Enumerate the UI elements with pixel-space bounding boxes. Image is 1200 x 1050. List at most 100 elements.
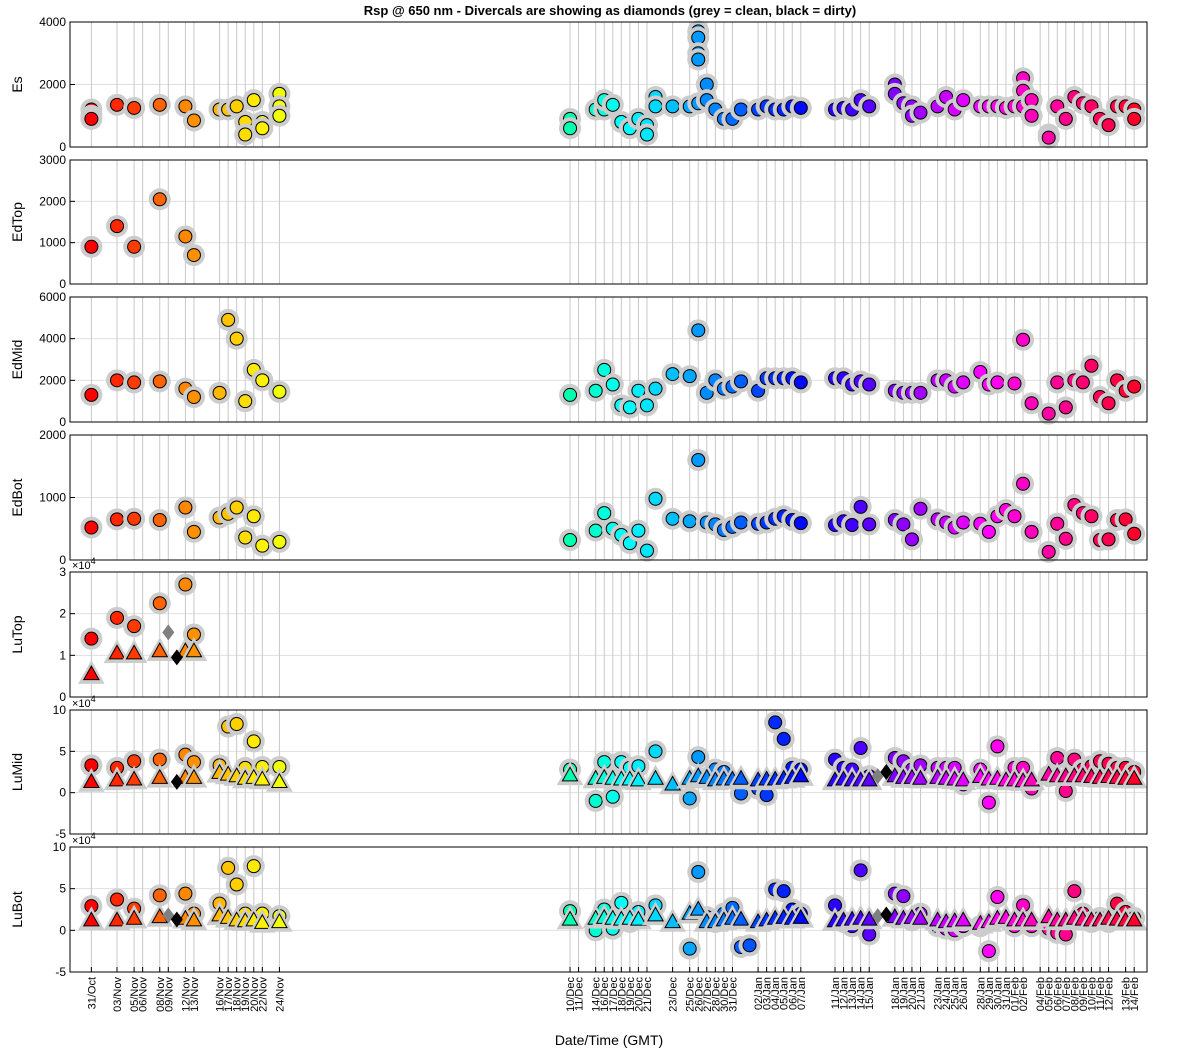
x-tick-label: 01/Feb — [1010, 977, 1022, 1011]
data-point — [1058, 531, 1073, 546]
data-point-triangle — [912, 909, 929, 925]
data-point — [648, 381, 663, 396]
y-tick-label: 6000 — [39, 290, 66, 304]
data-point — [272, 384, 287, 399]
data-point — [212, 385, 227, 400]
data-point — [853, 499, 868, 514]
x-tick-label: 12/Nov — [180, 977, 192, 1012]
x-tick-label: 18/Dec — [616, 977, 628, 1012]
data-point — [639, 398, 654, 413]
y-tick-label: 0 — [59, 140, 66, 154]
x-tick-label: 10/Dec — [565, 977, 577, 1012]
x-tick-label: 14/Feb — [1129, 977, 1141, 1011]
data-point — [631, 523, 646, 538]
data-point — [238, 530, 253, 545]
data-point-triangle — [151, 768, 169, 784]
data-point — [862, 517, 877, 532]
y-tick-label: 0 — [59, 786, 66, 800]
x-tick-label: 18/Nov — [232, 977, 244, 1012]
y-axis-exponent: ×104 — [72, 694, 96, 710]
data-point — [1007, 509, 1022, 524]
data-point — [588, 523, 603, 538]
data-point — [981, 795, 996, 810]
x-tick-label: 03/Jan — [762, 977, 774, 1010]
data-point-triangle — [185, 768, 203, 784]
data-point-triangle — [732, 769, 750, 785]
data-point-triangle — [253, 913, 271, 929]
data-point — [127, 100, 142, 115]
panel-es: 0 2000 4000 Es — [9, 15, 1148, 154]
x-tick-label: 13/Nov — [189, 977, 201, 1012]
data-point — [1127, 111, 1142, 126]
data-point — [990, 739, 1005, 754]
data-point — [563, 387, 578, 402]
data-point-triangle — [125, 770, 143, 786]
data-point — [733, 374, 748, 389]
data-point-triangle — [270, 912, 288, 929]
x-axis-label: Date/Time (GMT) — [555, 1032, 663, 1048]
data-point-triangle — [253, 770, 271, 786]
data-point — [152, 97, 167, 112]
data-point — [733, 102, 748, 117]
data-point — [1024, 108, 1039, 123]
x-tick-label: 23/Dec — [668, 977, 680, 1012]
data-point-triangle — [151, 642, 169, 658]
data-point — [1016, 332, 1031, 347]
plot-frame — [69, 159, 1148, 285]
data-point — [178, 500, 193, 515]
data-point — [186, 248, 201, 263]
x-tick-label: 31/Oct — [86, 977, 98, 1009]
data-point — [682, 514, 697, 529]
data-point — [588, 383, 603, 398]
data-point-triangle — [108, 911, 126, 927]
data-point — [691, 52, 706, 67]
data-point — [127, 239, 142, 254]
x-tick-label: 02/Jan — [753, 977, 765, 1010]
data-point — [110, 892, 125, 907]
x-tick-label: 30/Dec — [719, 977, 731, 1012]
y-tick-label: 1 — [59, 648, 66, 662]
data-point — [981, 524, 996, 539]
x-tick-label: 11/Dec — [574, 977, 586, 1012]
plot-area — [70, 572, 1147, 697]
data-point — [229, 99, 244, 114]
x-tick-label: 08/Feb — [1069, 977, 1081, 1011]
divercal-diamond-dirty — [170, 911, 183, 928]
x-tick-label: 12/Feb — [1104, 977, 1116, 1011]
data-point — [246, 734, 261, 749]
y-tick-label: 0 — [59, 415, 66, 429]
x-tick-label: 25/Jan — [950, 977, 962, 1010]
data-point — [1050, 375, 1065, 390]
data-point — [127, 375, 142, 390]
data-point-triangle — [732, 910, 750, 926]
x-tick-label: 06/Feb — [1052, 977, 1064, 1011]
y-axis-label: EdBot — [9, 478, 25, 516]
data-point — [229, 877, 244, 892]
plot-frame — [69, 434, 1148, 561]
data-point — [759, 788, 774, 803]
data-point — [178, 229, 193, 244]
data-point — [605, 789, 620, 804]
x-tick-label: 09/Feb — [1078, 977, 1090, 1011]
data-point — [682, 941, 697, 956]
data-point — [238, 394, 253, 409]
data-point-triangle — [1125, 769, 1143, 785]
x-tick-label: 24/Nov — [274, 977, 286, 1012]
data-point — [272, 534, 287, 549]
x-tick-label: 29/Jan — [984, 977, 996, 1010]
data-point-triangle — [1023, 911, 1041, 927]
data-point — [862, 377, 877, 392]
y-tick-label: -5 — [55, 827, 66, 841]
data-point — [853, 741, 868, 756]
chart-title: Rsp @ 650 nm - Divercals are showing as … — [364, 3, 856, 18]
data-point — [896, 889, 911, 904]
x-tick-label: 31/Dec — [727, 977, 739, 1012]
data-point — [1127, 379, 1142, 394]
data-point — [605, 377, 620, 392]
y-tick-label: 0 — [59, 923, 66, 937]
data-point — [956, 515, 971, 530]
x-tick-label: 12/Jan — [839, 977, 851, 1010]
y-tick-label: 2000 — [39, 373, 66, 387]
x-tick-label: 06/Jan — [787, 977, 799, 1010]
